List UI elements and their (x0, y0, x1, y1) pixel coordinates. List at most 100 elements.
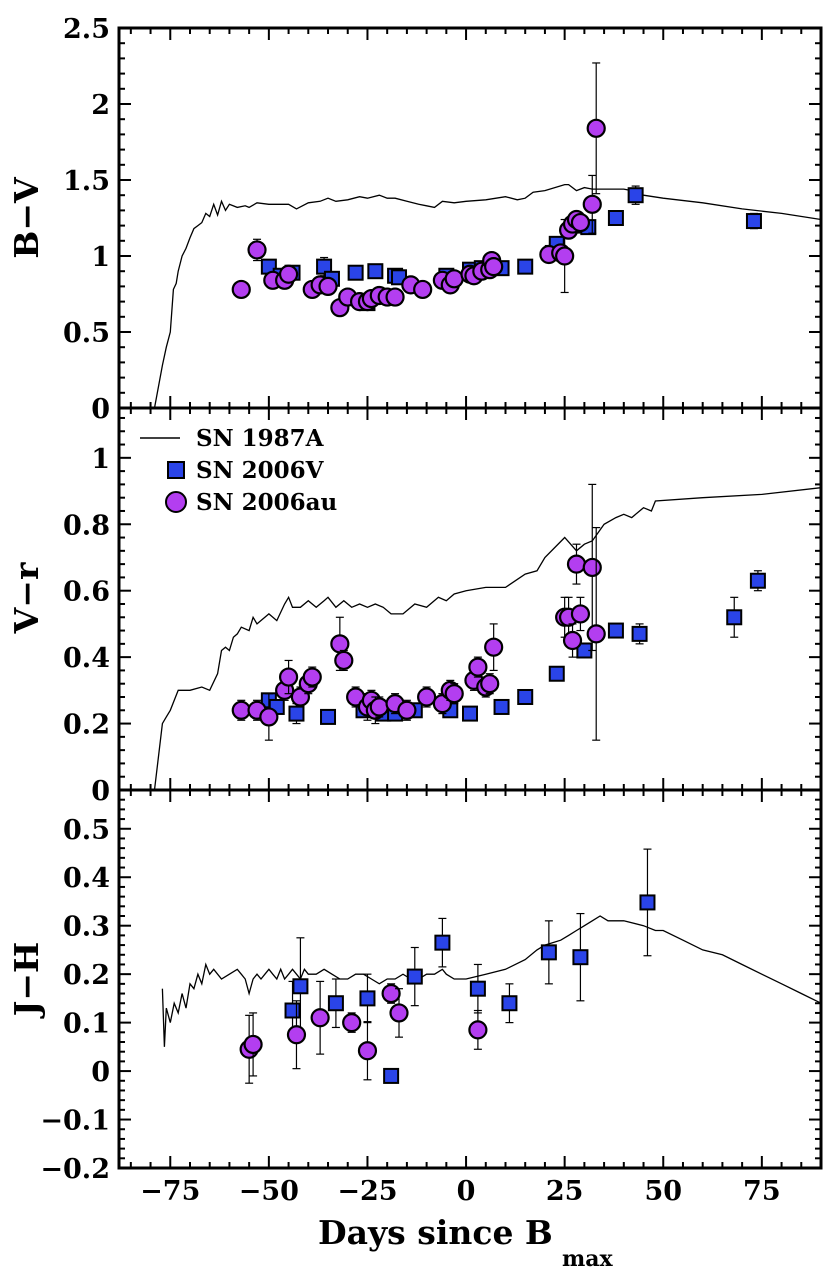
sn2006v-point (749, 572, 766, 589)
sn2006au-point (413, 279, 433, 300)
sn2006au-point (243, 1034, 263, 1055)
y-tick-label-bv: 2.5 (63, 14, 110, 45)
y-tick-label-jh: 0.1 (63, 1009, 110, 1040)
panel-vr-plot (153, 483, 821, 790)
y-tick-label-vr: 0.8 (63, 510, 110, 541)
y-tick-label-jh: 0 (91, 1057, 110, 1088)
sn2006au-point (357, 1041, 378, 1061)
sn2006v-point (288, 705, 305, 722)
sn2006au-point (582, 194, 602, 214)
legend-marker-sn2006au (165, 491, 187, 513)
sn2006v-point (745, 213, 762, 230)
sn2006v-point (327, 995, 344, 1012)
y-tick-label-vr: 0.6 (63, 577, 110, 608)
sn2006au-point (570, 212, 591, 233)
sn2006au-point (468, 1020, 488, 1040)
sn2006au-point (318, 276, 338, 296)
sn2006v-point (292, 978, 309, 995)
sn2006au-point (342, 1013, 362, 1033)
sn2006au-point (570, 604, 591, 624)
y-axis-title-jh: J−H (7, 942, 46, 1019)
sn2006v-point (517, 258, 534, 275)
y-tick-label-bv: 1 (91, 242, 110, 273)
y-tick-label-vr: 0 (91, 776, 110, 807)
y-tick-label-bv: 0.5 (63, 318, 110, 349)
sn2006v-point (627, 187, 644, 204)
sn1987a-line-jh (161, 915, 821, 1047)
sn2006au-point (444, 269, 464, 289)
sn2006au-point (385, 287, 405, 307)
sn2006au-point (334, 650, 354, 671)
sn2006v-point (517, 688, 534, 705)
tick-labels: −75 −50 −25 0 25 50 75 0 0.5 1 1.5 2 2.5 0 0.2 0.4 0.6 0.… (40, 14, 780, 1207)
sn2006v-point (434, 934, 451, 951)
sn2006v-point (359, 990, 376, 1007)
sn2006v-point (406, 968, 423, 985)
sn2006v-point (493, 698, 510, 715)
sn2006au-point (231, 279, 251, 300)
x-tick-label: −25 (337, 1176, 397, 1207)
sn2006au-point (582, 557, 602, 578)
legend: SN 1987A SN 2006V SN 2006au (140, 425, 337, 516)
sn2006au-point (259, 707, 279, 727)
y-tick-label-bv: 1.5 (63, 166, 110, 197)
y-tick-label-vr: 0.4 (63, 643, 110, 674)
sn1987a-line-bv (153, 183, 821, 408)
sn2006au-point (231, 700, 251, 720)
sn2006v-point (320, 708, 337, 725)
y-tick-label-jh: −0.1 (40, 1106, 110, 1137)
legend-label-sn1987a: SN 1987A (196, 425, 325, 452)
sn2006v-point (367, 263, 384, 280)
sn2006au-point (586, 624, 606, 644)
sn2006v-point (540, 944, 557, 961)
sn2006au-point (369, 697, 389, 717)
sn2006au-point (278, 667, 299, 687)
sn2006au-point (480, 674, 500, 694)
sn2006v-point (548, 665, 565, 682)
sn2006v-point (631, 625, 648, 642)
x-axis-title: Days since B (318, 1213, 553, 1252)
sn2006au-point (310, 1008, 330, 1028)
sn2006au-point (302, 667, 322, 687)
y-tick-label-bv: 0 (91, 394, 110, 425)
sn2006v-point (284, 1002, 301, 1019)
y-axis-title-vr: V−r (7, 562, 46, 634)
tick-marks (119, 28, 821, 1168)
sn2006v-point (726, 609, 743, 626)
sn2006au-point (484, 257, 504, 277)
x-tick-label: 25 (546, 1176, 584, 1207)
panel-bv-frame (117, 26, 823, 410)
sn2006v-point (607, 210, 624, 226)
sn2006v-point (572, 949, 589, 966)
sn2006au-point (562, 630, 583, 651)
y-tick-label-jh: 0.2 (63, 960, 110, 991)
sn2006v-point (501, 995, 518, 1012)
sn2006au-point (417, 687, 437, 707)
panel-bv-plot (153, 62, 821, 408)
sn2006au-point (247, 240, 267, 260)
y-tick-label-jh: 0.4 (63, 863, 110, 894)
y-tick-label-jh: −0.2 (40, 1154, 110, 1185)
sn2006au-point (555, 246, 575, 266)
sn2006au-point (484, 637, 504, 657)
sn2006au-point (444, 684, 464, 704)
sn2006au-point (397, 700, 417, 720)
sn2006v-point (469, 980, 486, 997)
x-tick-label: 0 (457, 1176, 476, 1207)
sn1987a-line-vr (153, 487, 821, 790)
x-tick-label: −75 (140, 1176, 200, 1207)
x-tick-label: −50 (239, 1176, 299, 1207)
sn2006v-point (639, 894, 656, 911)
sn2006au-point (330, 634, 350, 654)
x-axis-title-subscript: max (562, 1246, 614, 1272)
x-tick-label: 75 (743, 1176, 781, 1207)
legend-marker-sn2006v (167, 461, 185, 479)
y-axis-title-bv: B−V (7, 176, 46, 259)
y-tick-label-vr: 0.2 (63, 710, 110, 741)
sn2006v-point (347, 264, 364, 281)
sn2006au-point (286, 1025, 307, 1045)
y-tick-label-bv: 2 (91, 90, 110, 121)
sn2006au-point (381, 983, 401, 1004)
panel-jh-frame (117, 788, 823, 1170)
